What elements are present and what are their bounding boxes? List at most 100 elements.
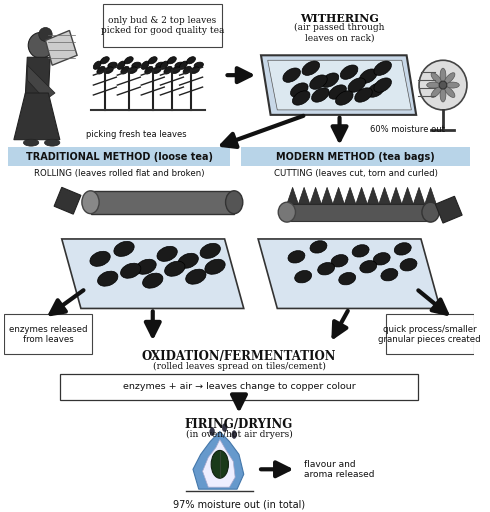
- Ellipse shape: [360, 69, 377, 83]
- Ellipse shape: [205, 259, 225, 274]
- Ellipse shape: [45, 139, 60, 146]
- Polygon shape: [268, 60, 412, 110]
- Ellipse shape: [321, 73, 339, 87]
- Circle shape: [439, 81, 447, 89]
- Ellipse shape: [200, 243, 220, 259]
- Polygon shape: [54, 187, 81, 214]
- Polygon shape: [27, 65, 55, 100]
- Text: only bud & 2 top leaves
picked for good quality tea: only bud & 2 top leaves picked for good …: [100, 16, 224, 35]
- Polygon shape: [287, 187, 298, 204]
- Ellipse shape: [302, 61, 319, 75]
- Ellipse shape: [121, 263, 141, 278]
- Ellipse shape: [82, 191, 99, 214]
- Ellipse shape: [331, 254, 348, 267]
- Circle shape: [39, 28, 52, 41]
- Polygon shape: [425, 187, 436, 204]
- Ellipse shape: [444, 87, 455, 97]
- Polygon shape: [62, 239, 244, 308]
- Ellipse shape: [374, 61, 392, 75]
- Ellipse shape: [278, 202, 295, 222]
- Ellipse shape: [178, 253, 198, 268]
- Ellipse shape: [117, 61, 125, 69]
- Circle shape: [28, 32, 53, 58]
- FancyBboxPatch shape: [241, 146, 470, 166]
- Polygon shape: [310, 187, 321, 204]
- Ellipse shape: [374, 78, 392, 92]
- Ellipse shape: [348, 78, 366, 92]
- Text: quick process/smaller
granular pieces created: quick process/smaller granular pieces cr…: [378, 325, 481, 344]
- Text: OXIDATION/FERMENTATION: OXIDATION/FERMENTATION: [142, 350, 336, 363]
- Ellipse shape: [293, 91, 310, 105]
- Ellipse shape: [291, 83, 308, 97]
- Ellipse shape: [114, 241, 134, 257]
- Polygon shape: [202, 439, 235, 487]
- Polygon shape: [402, 187, 413, 204]
- Polygon shape: [258, 239, 440, 308]
- Ellipse shape: [288, 251, 305, 263]
- Ellipse shape: [355, 88, 372, 102]
- FancyBboxPatch shape: [103, 4, 222, 47]
- Text: enzymes + air → leaves change to copper colour: enzymes + air → leaves change to copper …: [122, 382, 355, 391]
- Ellipse shape: [186, 269, 206, 284]
- Text: (in oven/hot air dryers): (in oven/hot air dryers): [186, 430, 293, 439]
- Polygon shape: [25, 57, 50, 95]
- Ellipse shape: [145, 67, 153, 74]
- Ellipse shape: [179, 61, 187, 69]
- Polygon shape: [298, 187, 310, 204]
- Ellipse shape: [373, 252, 390, 265]
- Ellipse shape: [422, 202, 439, 222]
- Text: flavour and
aroma released: flavour and aroma released: [304, 460, 374, 479]
- Ellipse shape: [124, 57, 133, 64]
- Ellipse shape: [90, 251, 110, 266]
- Text: TRADITIONAL METHOD (loose tea): TRADITIONAL METHOD (loose tea): [26, 152, 213, 162]
- Ellipse shape: [336, 91, 353, 105]
- Ellipse shape: [294, 270, 312, 283]
- Ellipse shape: [446, 82, 459, 88]
- Text: enzymes released
from leaves: enzymes released from leaves: [9, 325, 88, 344]
- Ellipse shape: [318, 263, 335, 275]
- Ellipse shape: [171, 67, 180, 74]
- FancyBboxPatch shape: [4, 314, 93, 354]
- Ellipse shape: [352, 245, 369, 257]
- Ellipse shape: [341, 65, 358, 79]
- Ellipse shape: [310, 241, 327, 253]
- Ellipse shape: [164, 67, 172, 74]
- Polygon shape: [413, 187, 425, 204]
- Text: ROLLING (leaves rolled flat and broken): ROLLING (leaves rolled flat and broken): [34, 169, 204, 179]
- Polygon shape: [379, 187, 391, 204]
- Circle shape: [419, 60, 467, 110]
- Ellipse shape: [148, 57, 157, 64]
- Polygon shape: [356, 187, 368, 204]
- Ellipse shape: [160, 61, 168, 69]
- Ellipse shape: [132, 62, 141, 69]
- Polygon shape: [344, 187, 356, 204]
- Ellipse shape: [152, 67, 161, 74]
- Ellipse shape: [211, 451, 228, 478]
- Ellipse shape: [232, 431, 237, 438]
- Ellipse shape: [24, 139, 39, 146]
- Ellipse shape: [183, 67, 192, 74]
- Ellipse shape: [141, 61, 149, 69]
- Ellipse shape: [108, 62, 117, 69]
- Ellipse shape: [136, 259, 156, 274]
- FancyBboxPatch shape: [60, 374, 418, 400]
- Ellipse shape: [98, 271, 118, 286]
- Ellipse shape: [194, 62, 203, 69]
- Ellipse shape: [440, 68, 446, 82]
- Ellipse shape: [143, 273, 163, 288]
- FancyBboxPatch shape: [8, 146, 230, 166]
- Ellipse shape: [222, 423, 227, 432]
- Ellipse shape: [367, 83, 385, 97]
- Polygon shape: [368, 187, 379, 204]
- Ellipse shape: [312, 88, 329, 102]
- Ellipse shape: [427, 82, 440, 88]
- Ellipse shape: [225, 191, 243, 214]
- Ellipse shape: [104, 67, 113, 74]
- Ellipse shape: [440, 88, 446, 102]
- Ellipse shape: [128, 67, 137, 74]
- Text: CUTTING (leaves cut, torn and curled): CUTTING (leaves cut, torn and curled): [274, 169, 438, 179]
- Polygon shape: [193, 432, 244, 489]
- Polygon shape: [287, 204, 431, 221]
- Ellipse shape: [93, 61, 101, 69]
- Ellipse shape: [431, 87, 441, 97]
